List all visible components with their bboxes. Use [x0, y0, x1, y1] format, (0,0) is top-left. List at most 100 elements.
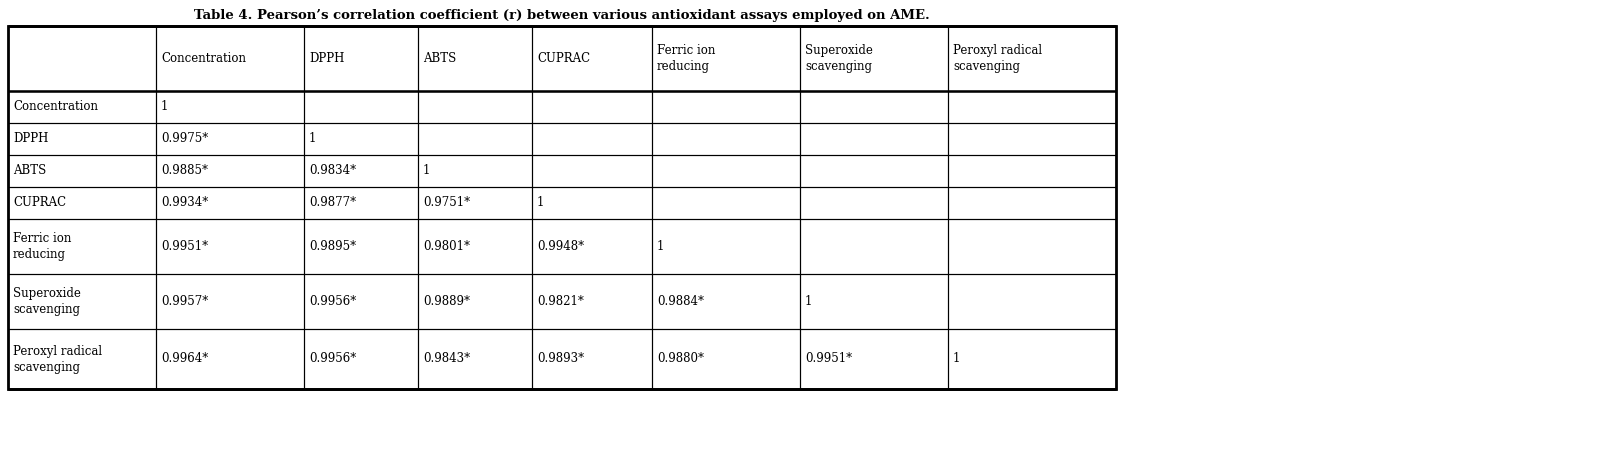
Bar [418, 187, 531, 219]
Bar [8, 187, 156, 219]
Bar [948, 274, 1116, 329]
Text: DPPH: DPPH [309, 52, 345, 65]
Text: 1: 1 [953, 352, 961, 365]
Bar [531, 123, 651, 155]
Bar [305, 329, 418, 389]
Text: 0.9877*: 0.9877* [309, 197, 356, 210]
Bar [156, 123, 305, 155]
Text: Concentration: Concentration [13, 100, 97, 113]
Bar [651, 91, 800, 123]
Bar [156, 155, 305, 187]
Bar [8, 274, 156, 329]
Bar [305, 274, 418, 329]
Text: Ferric ion
reducing: Ferric ion reducing [13, 232, 71, 261]
Text: 0.9951*: 0.9951* [160, 240, 207, 253]
Bar [948, 91, 1116, 123]
Text: Ferric ion
reducing: Ferric ion reducing [658, 44, 716, 73]
Text: 0.9934*: 0.9934* [160, 197, 209, 210]
Text: 0.9885*: 0.9885* [160, 165, 207, 177]
Text: 0.9964*: 0.9964* [160, 352, 209, 365]
Bar [531, 329, 651, 389]
Text: 1: 1 [805, 295, 812, 308]
Bar [651, 187, 800, 219]
Text: Concentration: Concentration [160, 52, 246, 65]
Bar [800, 26, 948, 91]
Text: CUPRAC: CUPRAC [13, 197, 66, 210]
Bar [305, 155, 418, 187]
Bar [8, 91, 156, 123]
Text: CUPRAC: CUPRAC [536, 52, 590, 65]
Bar [156, 91, 305, 123]
Text: 0.9975*: 0.9975* [160, 132, 209, 145]
Bar [156, 187, 305, 219]
Text: ABTS: ABTS [423, 52, 457, 65]
Text: 1: 1 [309, 132, 316, 145]
Text: 1: 1 [536, 197, 544, 210]
Text: 1: 1 [423, 165, 431, 177]
Bar [156, 274, 305, 329]
Text: Table 4. Pearson’s correlation coefficient (r) between various antioxidant assay: Table 4. Pearson’s correlation coefficie… [194, 9, 930, 22]
Bar [305, 123, 418, 155]
Text: Peroxyl radical
scavenging: Peroxyl radical scavenging [13, 345, 102, 373]
Bar [156, 329, 305, 389]
Text: 0.9834*: 0.9834* [309, 165, 356, 177]
Bar [948, 329, 1116, 389]
Bar [8, 26, 1116, 389]
Text: 0.9956*: 0.9956* [309, 295, 356, 308]
Text: Superoxide
scavenging: Superoxide scavenging [805, 44, 873, 73]
Bar [531, 274, 651, 329]
Text: 0.9889*: 0.9889* [423, 295, 470, 308]
Bar [531, 187, 651, 219]
Bar [651, 219, 800, 274]
Text: 0.9956*: 0.9956* [309, 352, 356, 365]
Bar [305, 187, 418, 219]
Text: 0.9880*: 0.9880* [658, 352, 705, 365]
Bar [531, 155, 651, 187]
Bar [948, 187, 1116, 219]
Bar [948, 26, 1116, 91]
Bar [418, 26, 531, 91]
Text: ABTS: ABTS [13, 165, 47, 177]
Bar [651, 155, 800, 187]
Bar [948, 123, 1116, 155]
Bar [800, 187, 948, 219]
Bar [948, 155, 1116, 187]
Text: 0.9884*: 0.9884* [658, 295, 705, 308]
Text: 0.9951*: 0.9951* [805, 352, 852, 365]
Text: 0.9843*: 0.9843* [423, 352, 470, 365]
Bar [531, 26, 651, 91]
Text: Superoxide
scavenging: Superoxide scavenging [13, 287, 81, 316]
Bar [531, 219, 651, 274]
Bar [418, 219, 531, 274]
Bar [651, 329, 800, 389]
Bar [800, 91, 948, 123]
Text: 1: 1 [160, 100, 168, 113]
Bar [8, 123, 156, 155]
Bar [800, 219, 948, 274]
Text: 0.9957*: 0.9957* [160, 295, 209, 308]
Bar [305, 91, 418, 123]
Text: 0.9801*: 0.9801* [423, 240, 470, 253]
Text: 0.9751*: 0.9751* [423, 197, 470, 210]
Text: 1: 1 [658, 240, 664, 253]
Bar [531, 91, 651, 123]
Bar [156, 219, 305, 274]
Text: 0.9895*: 0.9895* [309, 240, 356, 253]
Bar [418, 155, 531, 187]
Bar [800, 123, 948, 155]
Bar [305, 219, 418, 274]
Bar [800, 155, 948, 187]
Text: 0.9821*: 0.9821* [536, 295, 583, 308]
Text: 0.9948*: 0.9948* [536, 240, 585, 253]
Bar [418, 123, 531, 155]
Bar [418, 274, 531, 329]
Bar [305, 26, 418, 91]
Text: 0.9893*: 0.9893* [536, 352, 585, 365]
Bar [8, 155, 156, 187]
Bar [800, 329, 948, 389]
Bar [156, 26, 305, 91]
Bar [8, 26, 156, 91]
Bar [418, 91, 531, 123]
Text: Peroxyl radical
scavenging: Peroxyl radical scavenging [953, 44, 1042, 73]
Bar [651, 26, 800, 91]
